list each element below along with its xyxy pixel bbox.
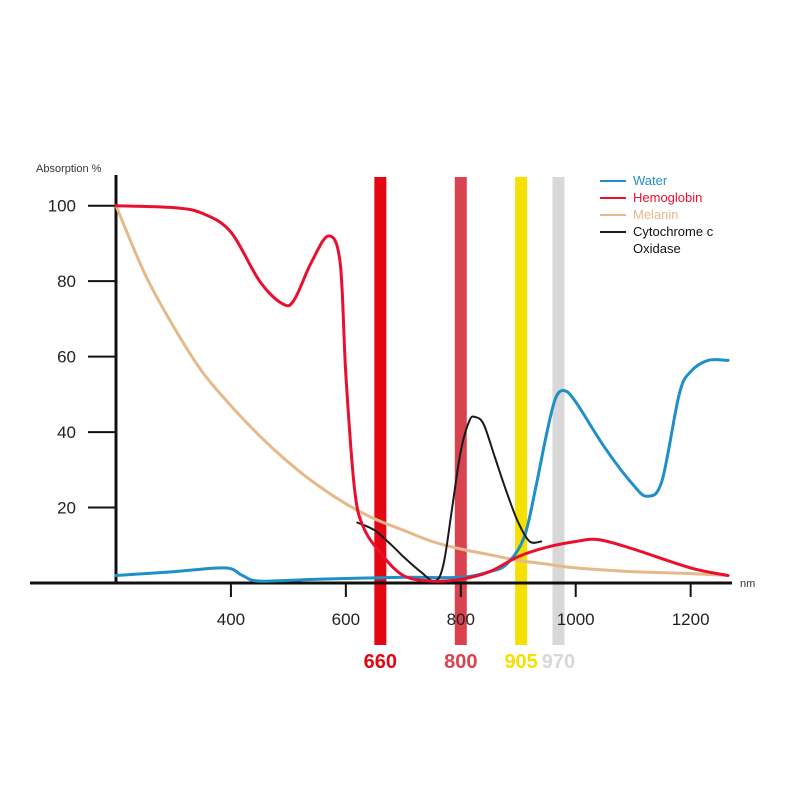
x-tick-label-1000: 1000	[557, 610, 595, 629]
legend: Water Hemoglobin Melanin Cytochrome c Oxidas…	[600, 173, 714, 256]
band-660	[374, 177, 387, 645]
y-tick-label-60: 60	[57, 348, 76, 367]
wavelength-bands: 660 800 905 970	[364, 177, 575, 673]
x-axis-unit: nm	[740, 578, 755, 590]
legend-label-cytochrome-c-oxidase: Cytochrome c Oxidase	[633, 224, 714, 256]
band-970	[552, 177, 565, 645]
x-tick-label-1200: 1200	[672, 610, 710, 629]
y-tick-label-40: 40	[57, 423, 76, 442]
band-label-905: 905	[504, 651, 537, 673]
legend-label-hemoglobin: Hemoglobin	[633, 190, 702, 205]
series-line-cytochrome-c-oxidase	[356, 415, 543, 583]
axes: Absorption % nm	[30, 163, 755, 590]
series-line-water	[114, 358, 730, 583]
y-tick-label-100: 100	[48, 197, 76, 216]
band-label-800: 800	[444, 651, 477, 673]
band-800	[454, 177, 467, 645]
y-axis-title: Absorption %	[36, 163, 102, 175]
x-tick-label-600: 600	[332, 610, 360, 629]
axis-ticks: 20 40 60 80 100 400 600 800 1000 1200	[48, 197, 710, 629]
y-tick-label-20: 20	[57, 499, 76, 518]
legend-label-melanin: Melanin	[633, 207, 679, 222]
legend-label-water: Water	[633, 173, 668, 188]
x-tick-label-400: 400	[217, 610, 245, 629]
band-905	[515, 177, 528, 645]
y-tick-label-80: 80	[57, 272, 76, 291]
band-label-660: 660	[364, 651, 397, 673]
series-lines	[114, 204, 730, 583]
series-line-hemoglobin	[114, 204, 730, 583]
series-line-melanin	[114, 204, 730, 577]
x-tick-label-800: 800	[447, 610, 475, 629]
band-label-970: 970	[542, 651, 575, 673]
